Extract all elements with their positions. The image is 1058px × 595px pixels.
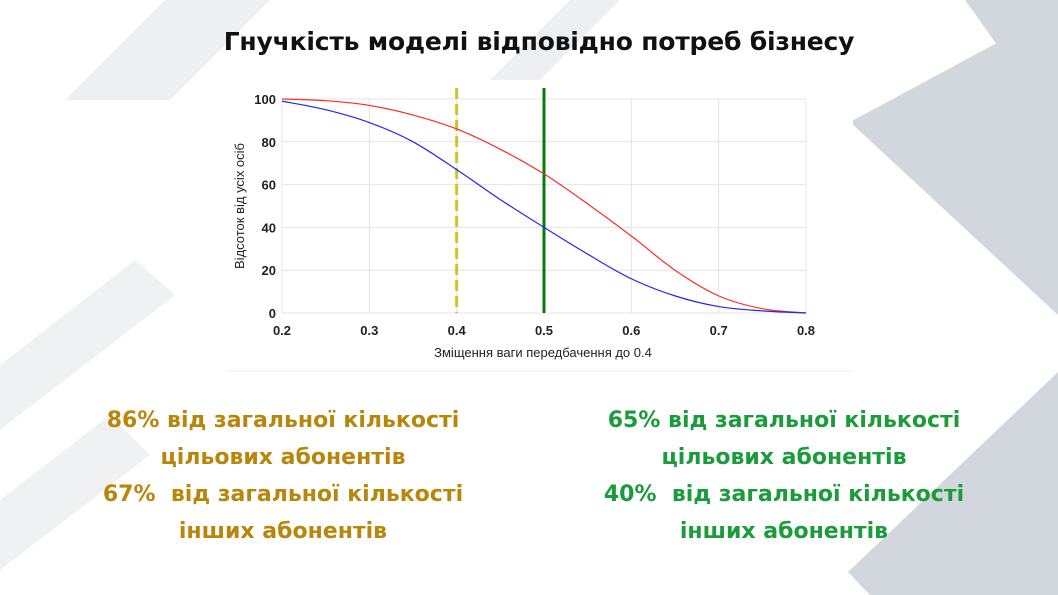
left-caption: 86% від загальної кількості цільових або… (68, 402, 498, 550)
y-tick-label: 20 (262, 263, 276, 278)
x-tick-label: 0.7 (710, 323, 728, 338)
left-caption-line-3: 67% від загальної кількості (102, 482, 464, 507)
series-line (281, 98, 807, 314)
chart: 0.2 0.3 0.4 0.5 0.6 0.7 0.8 0 20 40 60 80 100 Зміще… (226, 80, 853, 372)
y-tick-label: 80 (262, 135, 276, 150)
deco-shape-bottom-right (848, 372, 1058, 595)
deco-shape-top-center (470, 0, 620, 100)
left-caption-line-2: цільових абонентів (160, 445, 406, 470)
right-caption-line-4: інших абонентів (679, 519, 889, 544)
slide-title: Гнучкість моделі відповідно потреб бізне… (223, 27, 855, 56)
x-tick-label: 0.6 (622, 323, 640, 338)
x-tick-label: 0.3 (360, 323, 378, 338)
x-tick-label: 0.5 (535, 323, 553, 338)
chart-reference-lines (455, 88, 546, 313)
chart-background (226, 80, 853, 372)
y-axis-label: Відсоток від усіх осіб (232, 143, 247, 269)
x-axis-ticks: 0.2 0.3 0.4 0.5 0.6 0.7 0.8 (273, 323, 815, 338)
x-tick-label: 0.4 (448, 323, 467, 338)
right-caption-line-2: цільових абонентів (661, 445, 907, 470)
left-caption-line-4: інших абонентів (178, 519, 388, 544)
deco-shape-left-upper (0, 260, 175, 430)
y-axis-ticks: 0 20 40 60 80 100 (254, 92, 276, 321)
x-axis-label: Зміщення ваги передбачення до 0.4 (434, 345, 652, 360)
right-caption-line-3: 40% від загальної кількості (603, 482, 965, 507)
series-line (281, 100, 807, 314)
y-tick-label: 40 (262, 220, 276, 235)
right-caption: 65% від загальної кількості цільових або… (569, 402, 999, 550)
x-tick-label: 0.8 (797, 323, 815, 338)
deco-shape-top-left (65, 0, 270, 100)
left-caption-line-1: 86% від загальної кількості (106, 408, 460, 433)
deco-shape-right (850, 10, 1058, 315)
x-tick-label: 0.2 (273, 323, 291, 338)
chart-series (281, 98, 807, 314)
y-tick-label: 0 (269, 306, 276, 321)
deco-shape-left-lower (0, 415, 150, 570)
right-caption-line-1: 65% від загальної кількості (607, 408, 961, 433)
y-tick-label: 60 (262, 178, 276, 193)
y-tick-label: 100 (254, 92, 276, 107)
